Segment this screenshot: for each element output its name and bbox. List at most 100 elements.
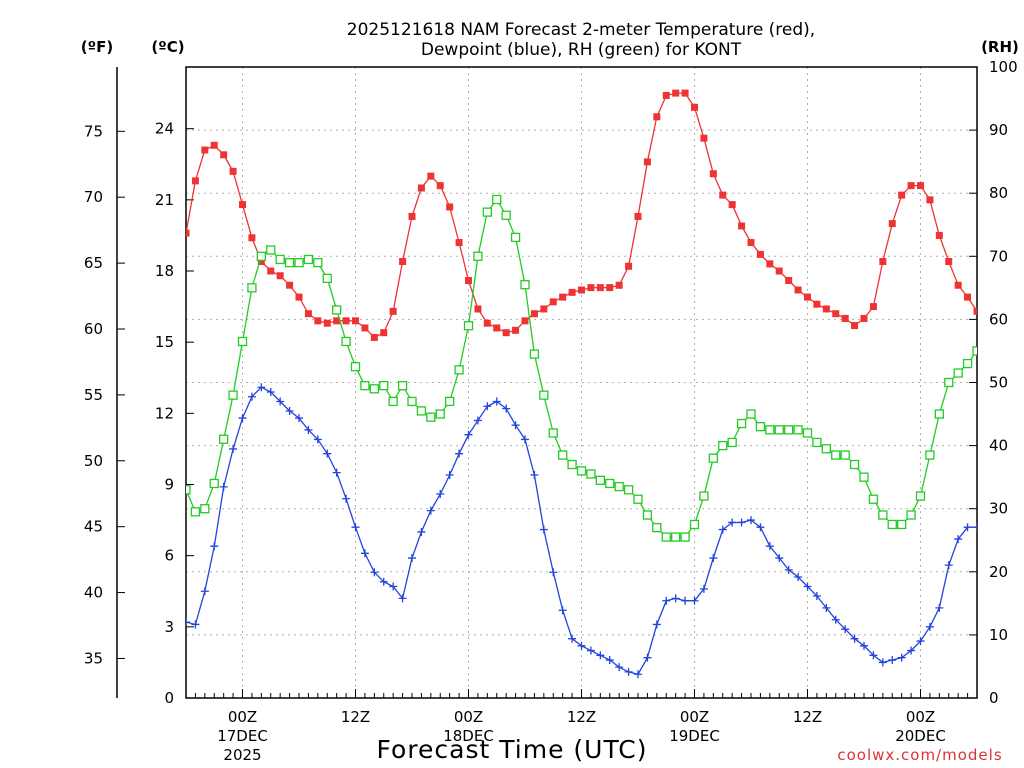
temperature-point — [186, 229, 190, 237]
temperature-point — [380, 329, 388, 337]
dewpoint-point — [539, 525, 548, 534]
dewpoint-point — [238, 414, 247, 423]
dewpoint-point — [709, 554, 718, 563]
dewpoint-point — [634, 670, 642, 679]
rh-point — [934, 409, 944, 419]
rh-tick-label: 80 — [989, 184, 1008, 202]
rh-point — [256, 251, 266, 261]
temperature-point — [851, 322, 859, 330]
temperature-point — [408, 212, 416, 220]
dewpoint-point — [323, 449, 332, 458]
temperature-point — [502, 329, 510, 337]
rh-tick-label: 30 — [989, 500, 1008, 518]
dewpoint-point — [295, 414, 303, 423]
dewpoint-point — [775, 554, 784, 563]
rh-point — [840, 450, 850, 460]
temperature-point — [709, 170, 717, 178]
rh-point — [237, 336, 248, 347]
dewpoint-point — [186, 618, 190, 627]
rh-point — [793, 425, 803, 435]
temperature-point — [775, 267, 783, 275]
rh-point — [435, 409, 445, 419]
temperature-point — [417, 184, 425, 192]
dewpoint-point — [954, 535, 963, 544]
temperature-point — [738, 222, 746, 230]
rh-tick-label: 90 — [989, 121, 1008, 139]
dewpoint-point — [662, 596, 671, 605]
dewpoint-point — [850, 634, 859, 643]
dewpoint-point — [445, 471, 454, 480]
fahrenheit-tick-label: 60 — [84, 320, 103, 338]
rh-point — [699, 491, 709, 501]
temperature-point — [822, 305, 830, 313]
rh-tick-label: 20 — [989, 563, 1008, 581]
celsius-tick-label: 6 — [164, 547, 174, 565]
x-tick-label: 00Z — [454, 708, 483, 726]
temperature-point — [201, 146, 209, 154]
rh-point — [831, 450, 841, 460]
temperature-point — [276, 272, 284, 280]
dewpoint-point — [568, 634, 577, 643]
dewpoint-point — [690, 596, 699, 605]
rh-point — [360, 381, 370, 391]
rh-point — [529, 349, 540, 359]
rh-point — [765, 425, 775, 435]
temperature-point — [728, 201, 736, 209]
rh-point — [407, 396, 417, 407]
rh-point — [548, 428, 558, 438]
temperature-point — [907, 182, 915, 190]
rh-unit-label: (RH) — [981, 38, 1019, 56]
temperature-point — [229, 167, 237, 175]
temperature-point — [766, 260, 774, 268]
dewpoint-point — [681, 596, 690, 605]
dewpoint-point — [831, 615, 840, 624]
dewpoint-point — [276, 397, 285, 406]
temperature-point — [220, 151, 228, 159]
rh-point — [209, 478, 219, 489]
dewpoint-point — [492, 397, 501, 406]
rh-tick-label: 50 — [989, 374, 1008, 392]
temperature-point — [465, 276, 472, 284]
fahrenheit-tick-label: 65 — [84, 254, 103, 272]
x-date-label: 20DEC — [895, 727, 946, 745]
rh-point — [614, 481, 624, 492]
dewpoint-point — [191, 620, 200, 629]
rh-point — [510, 232, 521, 243]
dewpoint-point — [916, 637, 925, 646]
temperature-point — [813, 300, 821, 308]
x-tick-label: 00Z — [906, 708, 935, 726]
dewpoint-point — [699, 584, 708, 593]
dewpoint-point — [897, 653, 906, 662]
series-group — [186, 89, 977, 679]
rh-point — [821, 444, 831, 454]
fahrenheit-unit-label: (ºF) — [81, 38, 113, 56]
temperature-point — [888, 220, 896, 228]
temperature-point — [446, 203, 454, 211]
rh-point — [586, 469, 596, 479]
temperature-point — [681, 89, 689, 97]
dewpoint-point — [963, 523, 972, 532]
celsius-tick-label: 9 — [164, 476, 174, 494]
temperature-point — [370, 333, 378, 341]
rh-point — [200, 504, 210, 514]
dewpoint-point — [878, 658, 887, 667]
temperature-point — [879, 258, 887, 266]
temperature-point — [841, 314, 849, 322]
rh-point — [266, 245, 276, 255]
temperature-point — [540, 305, 548, 313]
dewpoint-point — [577, 641, 586, 650]
dewpoint-point — [521, 435, 529, 444]
rh-tick-label: 100 — [989, 58, 1018, 76]
rh-point — [219, 434, 229, 444]
grid-lines — [186, 67, 977, 698]
dewpoint-point — [464, 430, 473, 439]
temperature-point — [785, 276, 793, 284]
fahrenheit-tick-label: 50 — [84, 452, 103, 470]
temperature-point — [832, 310, 840, 318]
dewpoint-point — [812, 591, 821, 600]
dewpoint-point — [455, 449, 464, 458]
x-tick-label: 12Z — [341, 708, 370, 726]
temperature-point — [333, 317, 341, 325]
rh-point — [379, 381, 389, 391]
